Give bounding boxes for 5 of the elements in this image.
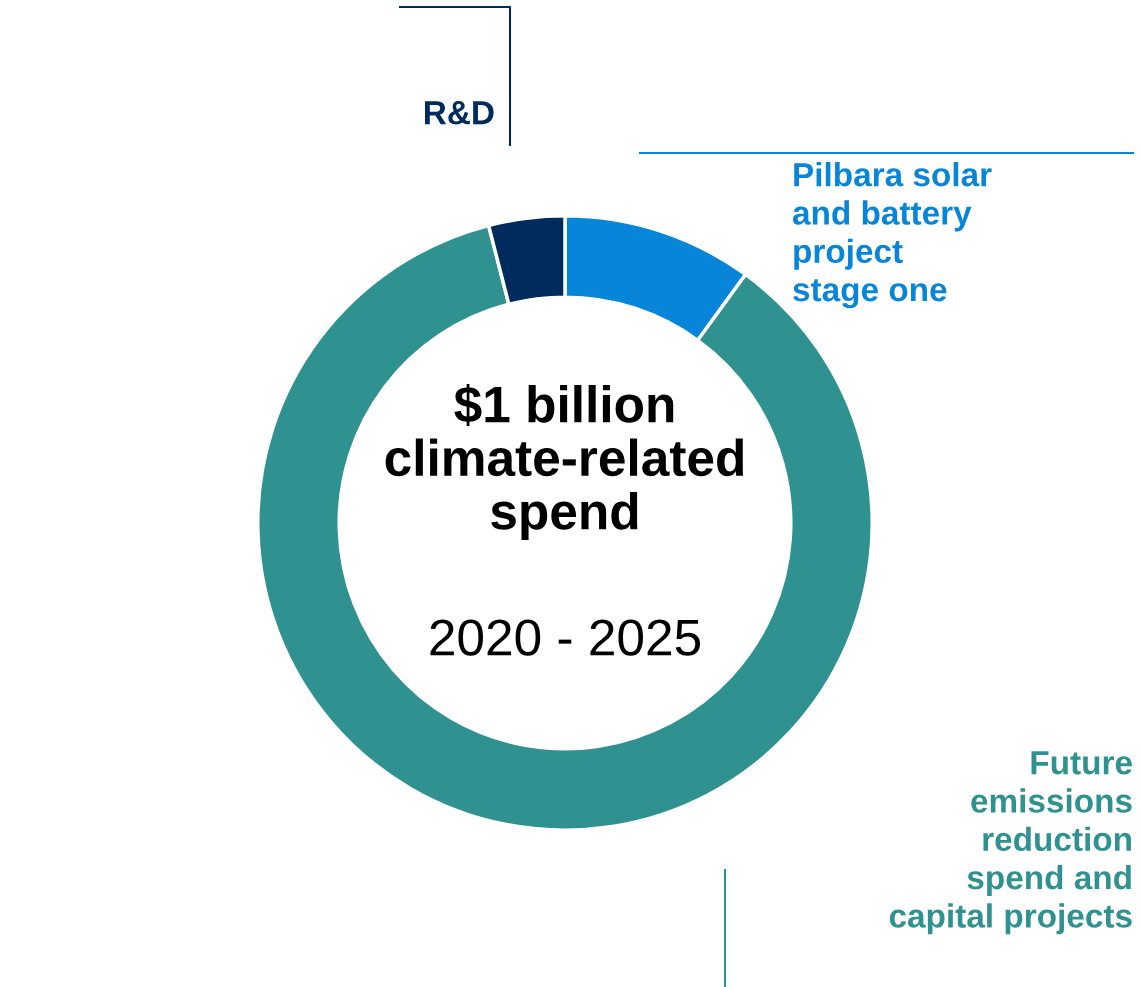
text: $1 billion climate-related spend	[385, 384, 743, 540]
text: 2020 - 2025	[430, 619, 701, 656]
slice-label: Pilbara solar and battery project stage one	[792, 162, 992, 309]
slice-label: Future emissions reduction spend and capital projects	[889, 751, 1132, 935]
slice-label: R&D	[425, 101, 494, 125]
